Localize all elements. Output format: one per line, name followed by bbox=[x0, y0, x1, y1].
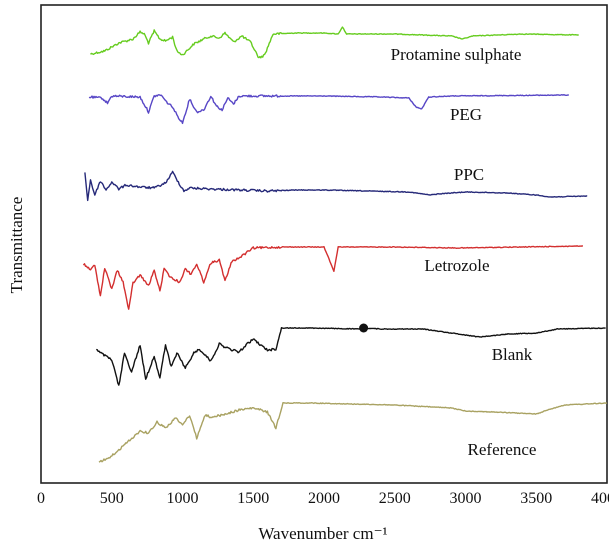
series-label: Reference bbox=[468, 440, 537, 459]
x-tick-label: 3000 bbox=[450, 490, 482, 507]
series-label: PEG bbox=[450, 105, 482, 124]
x-tick-label: 0 bbox=[37, 490, 45, 507]
series-label: Protamine sulphate bbox=[391, 45, 522, 64]
series-line-peg bbox=[88, 94, 569, 125]
series-line-ppc bbox=[84, 170, 588, 202]
x-tick-label: 2000 bbox=[308, 490, 340, 507]
x-tick-label: 1000 bbox=[167, 490, 199, 507]
series-label: Blank bbox=[492, 345, 533, 364]
x-axis-ticks: 0 500 1000 1500 2000 2500 3000 3500 4000 bbox=[37, 490, 609, 507]
series-line-blank bbox=[96, 327, 606, 386]
series-label: Letrozole bbox=[424, 256, 489, 275]
series-line-reference bbox=[98, 402, 608, 463]
series-line-letrozole bbox=[82, 245, 583, 310]
x-tick-label: 2500 bbox=[379, 490, 411, 507]
x-axis-label: Wavenumber cm⁻¹ bbox=[258, 524, 387, 543]
x-tick-label: 3500 bbox=[520, 490, 552, 507]
series-marker bbox=[359, 323, 369, 333]
series-labels: Protamine sulphate PEG PPC Letrozole Blank Re… bbox=[391, 45, 537, 459]
series-label: PPC bbox=[454, 165, 484, 184]
x-tick-label: 4000 bbox=[591, 490, 609, 507]
x-tick-label: 1500 bbox=[237, 490, 269, 507]
series-line-protamine-sulphate bbox=[90, 26, 579, 59]
spectra-traces bbox=[82, 26, 608, 463]
plot-frame bbox=[40, 4, 608, 484]
y-axis-label: Transmittance bbox=[7, 197, 26, 294]
x-tick-label: 500 bbox=[100, 490, 124, 507]
